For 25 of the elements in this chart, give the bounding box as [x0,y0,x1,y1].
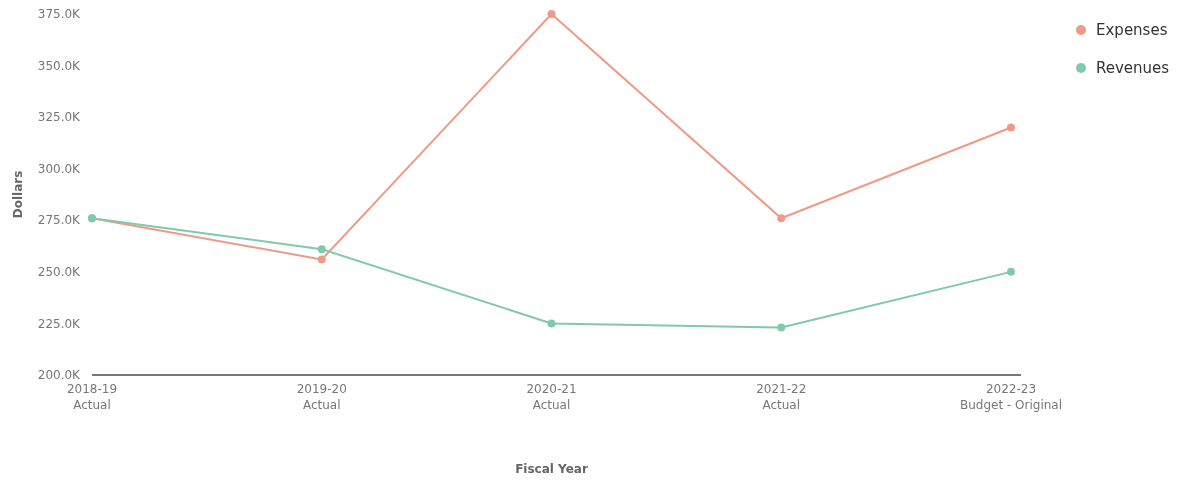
point [317,255,326,264]
legend-label: Expenses [1096,21,1168,40]
y-tick-label: 300.0K [37,161,82,176]
point [1007,123,1015,132]
y-tick-label: 250.0K [37,265,82,280]
y-tick-label: 325.0K [37,110,82,125]
y-tick-label: 275.0K [37,213,82,228]
x-tick-label: 2022-23 Budget - Original [959,382,1063,412]
point [777,323,786,332]
point [547,319,556,328]
y-axis-title: Dollars [11,170,25,219]
x-tick-label: 2021-22 Actual [756,382,807,412]
point [777,214,786,223]
point [1007,267,1015,276]
x-tick-label: 2018-19 Actual [66,382,118,412]
point [547,10,556,18]
legend-label: Revenues [1096,59,1170,78]
y-tick-label: 375.0K [37,7,82,22]
x-axis-title: Fiscal Year [515,462,588,476]
x-tick-label: 2020-21 Actual [526,382,577,412]
y-tick-label: 350.0K [37,58,82,73]
x-tick-label: 2019-20 Actual [296,382,347,412]
point [317,245,326,254]
y-tick-label: 200.0K [37,368,82,383]
y-tick-label: 225.0K [37,316,82,331]
